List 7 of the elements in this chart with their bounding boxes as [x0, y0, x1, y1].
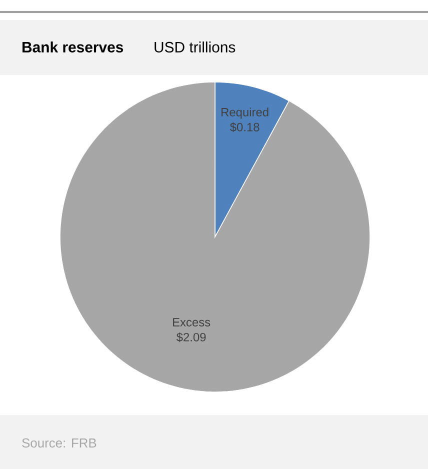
source-note: Source: FRB [22, 438, 96, 448]
slice-label: Excess [173, 318, 210, 326]
data-label: $2.09 [176, 332, 206, 342]
chart-subtitle: USD trillions [154, 42, 236, 52]
data-label: $0.18 [230, 122, 260, 132]
slice-label: Required [222, 108, 268, 119]
chart-title: Bank reserves [22, 42, 124, 52]
